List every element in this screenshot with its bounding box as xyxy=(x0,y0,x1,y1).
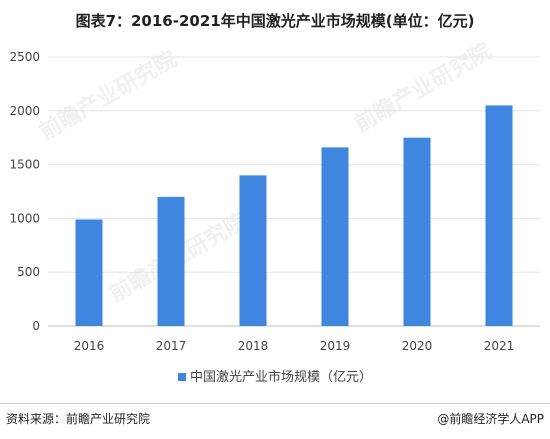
legend-swatch xyxy=(177,372,186,381)
x-tick-label-2021: 2021 xyxy=(484,339,515,353)
y-tick-label-2000: 2000 xyxy=(9,104,40,118)
bar-2021 xyxy=(485,105,513,326)
chart-title: 图表7：2016-2021年中国激光产业市场规模(单位：亿元) xyxy=(75,12,475,30)
legend-label: 中国激光产业市场规模（亿元） xyxy=(189,370,372,385)
bar-2020 xyxy=(403,137,431,326)
bar-chart: 0 500 1000 1500 2000 2500 2016 2017 2018 2019 2020… xyxy=(9,50,540,353)
x-tick-label-2019: 2019 xyxy=(320,339,351,353)
footer-divider xyxy=(0,403,550,404)
bar-2017 xyxy=(157,196,185,326)
brand-text: @前瞻经济学人APP xyxy=(437,412,544,426)
x-tick-label-2020: 2020 xyxy=(402,339,433,353)
source-text: 资料来源：前瞻产业研究院 xyxy=(6,412,151,426)
legend: 中国激光产业市场规模（亿元） xyxy=(0,366,550,385)
y-tick-label-2500: 2500 xyxy=(9,50,40,64)
y-tick-label-500: 500 xyxy=(17,265,40,279)
bar-2016 xyxy=(75,219,103,326)
x-tick-label-2017: 2017 xyxy=(156,339,187,353)
x-tick-label-2018: 2018 xyxy=(238,339,269,353)
x-tick-label-2016: 2016 xyxy=(74,339,105,353)
bar-2018 xyxy=(239,175,267,326)
y-tick-label-0: 0 xyxy=(32,319,40,333)
y-tick-label-1500: 1500 xyxy=(9,158,40,172)
y-tick-label-1000: 1000 xyxy=(9,211,40,225)
bar-2019 xyxy=(321,147,349,326)
